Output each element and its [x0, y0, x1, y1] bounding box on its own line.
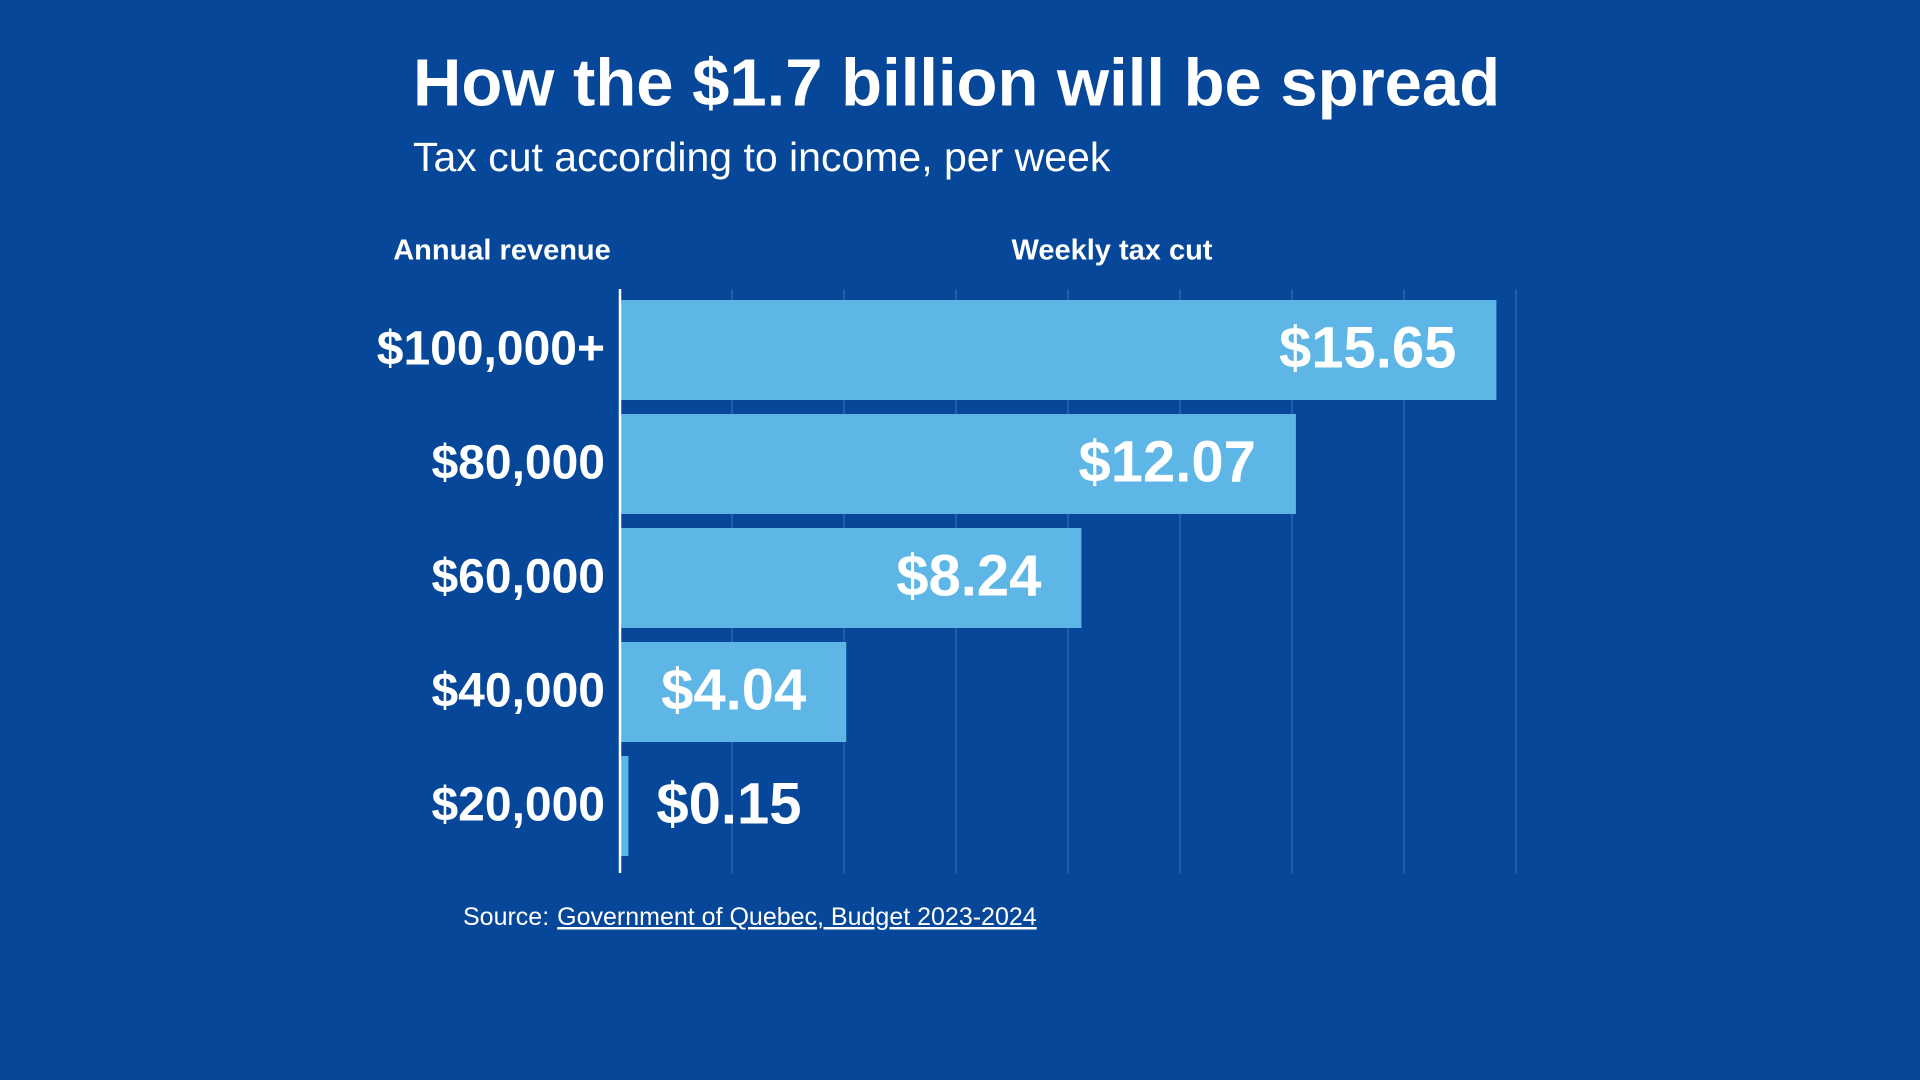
value-label: $15.65	[1279, 315, 1456, 380]
y-tick-label: $40,000	[431, 665, 605, 718]
bar	[620, 528, 1082, 628]
chart-title: How the $1.7 billion will be spread	[413, 46, 1500, 121]
bar	[620, 300, 1497, 400]
bar	[620, 414, 1296, 514]
bar	[620, 642, 847, 742]
y-tick-label: $80,000	[431, 437, 605, 490]
y-tick-label: $60,000	[431, 551, 605, 604]
source: Source: Government of Quebec, Budget 2023…	[463, 903, 1037, 931]
chart-subtitle: Tax cut according to income, per week	[413, 134, 1111, 180]
value-label: $0.15	[656, 771, 801, 836]
source-link[interactable]: Government of Quebec, Budget 2023-2024	[557, 903, 1037, 931]
y-tick-label: $20,000	[431, 779, 605, 832]
value-label: $12.07	[1079, 429, 1256, 494]
x-axis-label: Weekly tax cut	[1012, 235, 1213, 267]
bar	[620, 756, 629, 856]
y-tick-label: $100,000+	[377, 323, 605, 376]
value-label: $4.04	[661, 657, 806, 722]
value-label: $8.24	[896, 543, 1041, 608]
y-axis-label: Annual revenue	[393, 235, 611, 267]
source-prefix: Source:	[463, 903, 549, 931]
